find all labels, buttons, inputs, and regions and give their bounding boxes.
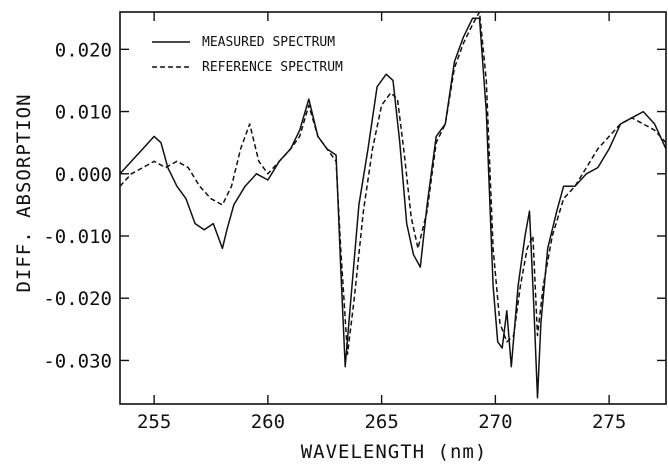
x-tick-label: 255 (137, 411, 171, 433)
x-tick-label: 265 (364, 411, 398, 433)
y-tick-label: 0.000 (55, 164, 112, 186)
y-tick-label: 0.010 (55, 102, 112, 124)
series-measured-line (120, 17, 666, 399)
legend-label-reference: REFERENCE SPECTRUM (202, 60, 343, 75)
y-tick-label: -0.030 (43, 350, 112, 372)
plot-border (119, 11, 667, 405)
x-tick-label: 275 (592, 411, 626, 433)
y-tick-label: 0.020 (55, 39, 112, 61)
plot-frame (119, 11, 667, 405)
legend: MEASURED SPECTRUM REFERENCE SPECTRUM (152, 35, 343, 75)
x-tick-label: 270 (478, 411, 512, 433)
series-reference-line (120, 12, 666, 355)
x-tick-label: 260 (251, 411, 285, 433)
x-axis-label: WAVELENGTH (nm) (301, 441, 488, 463)
y-tick-label: -0.010 (43, 226, 112, 248)
y-tick-label: -0.020 (43, 288, 112, 310)
y-axis-label: DIFF. ABSORPTION (13, 93, 35, 292)
series-layer (120, 12, 666, 399)
legend-label-measured: MEASURED SPECTRUM (202, 35, 335, 50)
ticks-layer: 255 260 265 270 275 -0.030 -0.020 -0.010 0.000 0.… (43, 12, 666, 433)
